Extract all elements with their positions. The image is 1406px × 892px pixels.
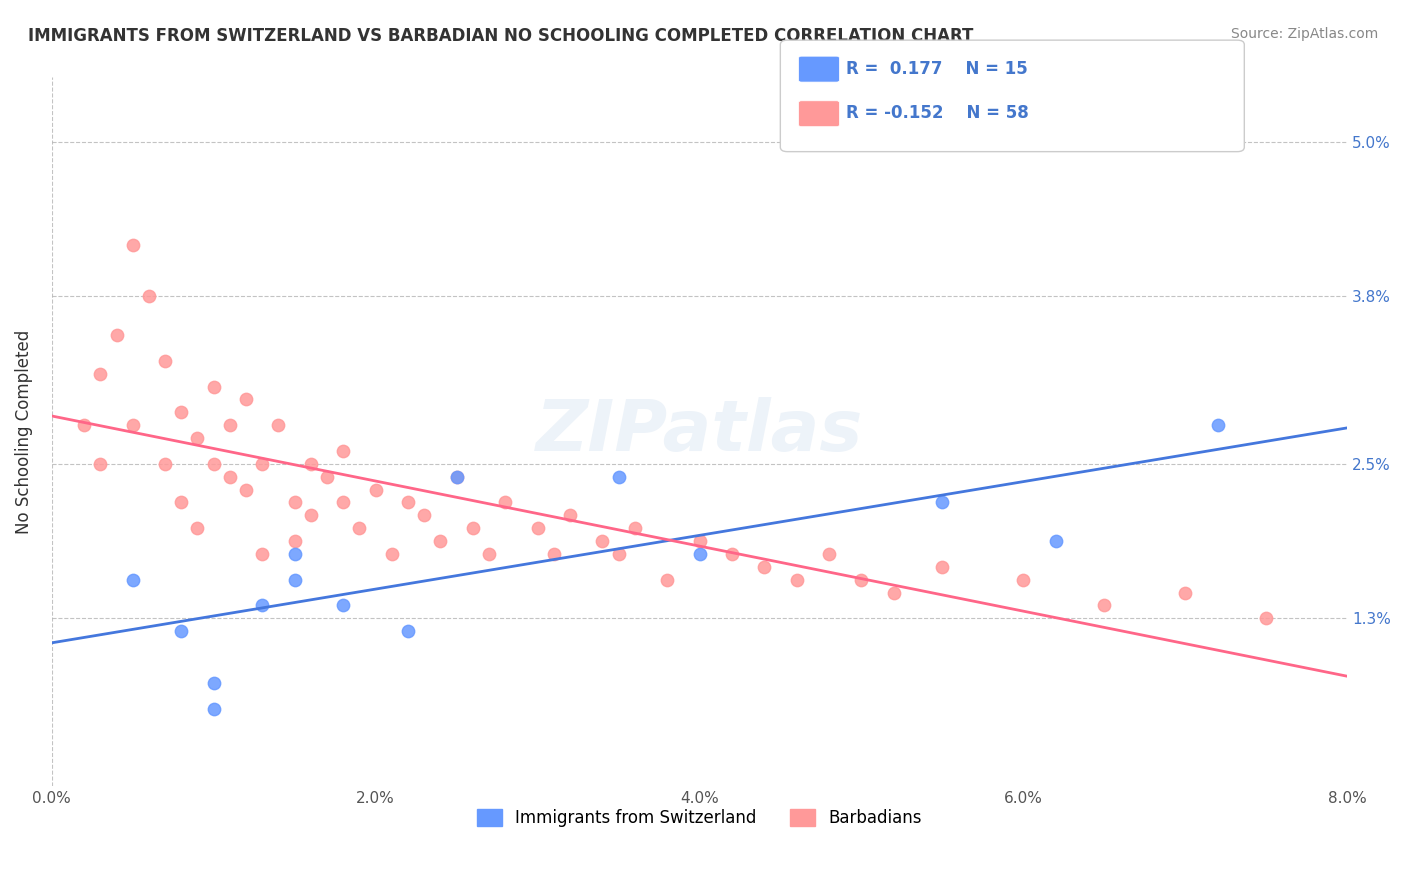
Point (284, 534, 307, 549)
Text: R =  0.177    N = 15: R = 0.177 N = 15 (846, 60, 1028, 78)
Point (494, 495, 516, 509)
Point (219, 418, 242, 433)
Point (607, 469, 630, 483)
Point (851, 573, 873, 587)
Point (252, 457, 274, 471)
Point (202, 379, 225, 393)
Point (396, 495, 419, 509)
Point (413, 508, 436, 523)
Text: IMMIGRANTS FROM SWITZERLAND VS BARBADIAN NO SCHOOLING COMPLETED CORRELATION CHAR: IMMIGRANTS FROM SWITZERLAND VS BARBADIAN… (28, 27, 973, 45)
Text: ZIPatlas: ZIPatlas (536, 397, 863, 467)
Point (1256, 611, 1278, 625)
Point (1092, 599, 1115, 613)
Point (931, 495, 953, 509)
Point (121, 238, 143, 252)
Point (332, 599, 354, 613)
Point (689, 534, 711, 549)
Point (931, 559, 953, 574)
Point (349, 521, 371, 535)
Point (607, 547, 630, 561)
Point (558, 508, 581, 523)
Point (381, 547, 404, 561)
Point (543, 547, 565, 561)
Point (1045, 534, 1067, 549)
Point (1012, 573, 1035, 587)
Point (121, 418, 143, 433)
Point (754, 559, 776, 574)
Point (623, 521, 645, 535)
Y-axis label: No Schooling Completed: No Schooling Completed (15, 329, 32, 533)
Point (1174, 585, 1197, 599)
Point (316, 469, 339, 483)
Point (202, 675, 225, 690)
Point (396, 624, 419, 639)
Point (591, 534, 613, 549)
Point (332, 495, 354, 509)
Point (138, 289, 160, 303)
Point (1206, 418, 1229, 433)
Point (284, 547, 307, 561)
Point (186, 431, 208, 445)
Point (89, 367, 111, 381)
Point (446, 469, 468, 483)
Text: R = -0.152    N = 58: R = -0.152 N = 58 (846, 104, 1029, 122)
Point (446, 469, 468, 483)
Point (429, 534, 451, 549)
Point (89, 457, 111, 471)
Point (478, 547, 501, 561)
Point (284, 495, 307, 509)
Point (299, 457, 322, 471)
Point (202, 457, 225, 471)
Point (105, 328, 128, 343)
Point (364, 483, 387, 497)
Text: Source: ZipAtlas.com: Source: ZipAtlas.com (1230, 27, 1378, 41)
Point (267, 418, 290, 433)
Point (721, 547, 744, 561)
Point (170, 495, 193, 509)
Point (786, 573, 808, 587)
Point (526, 521, 548, 535)
Point (219, 469, 242, 483)
Point (235, 392, 257, 407)
Point (299, 508, 322, 523)
Point (202, 701, 225, 715)
Point (818, 547, 841, 561)
Point (153, 457, 176, 471)
Point (235, 483, 257, 497)
Point (689, 547, 711, 561)
Point (252, 547, 274, 561)
Point (461, 521, 484, 535)
Point (170, 624, 193, 639)
Point (186, 521, 208, 535)
Point (655, 573, 678, 587)
Point (252, 599, 274, 613)
Point (284, 573, 307, 587)
Point (332, 444, 354, 458)
Point (73, 418, 96, 433)
Legend: Immigrants from Switzerland, Barbadians: Immigrants from Switzerland, Barbadians (471, 803, 928, 834)
Point (883, 585, 905, 599)
Point (121, 573, 143, 587)
Point (170, 405, 193, 419)
Point (153, 353, 176, 368)
